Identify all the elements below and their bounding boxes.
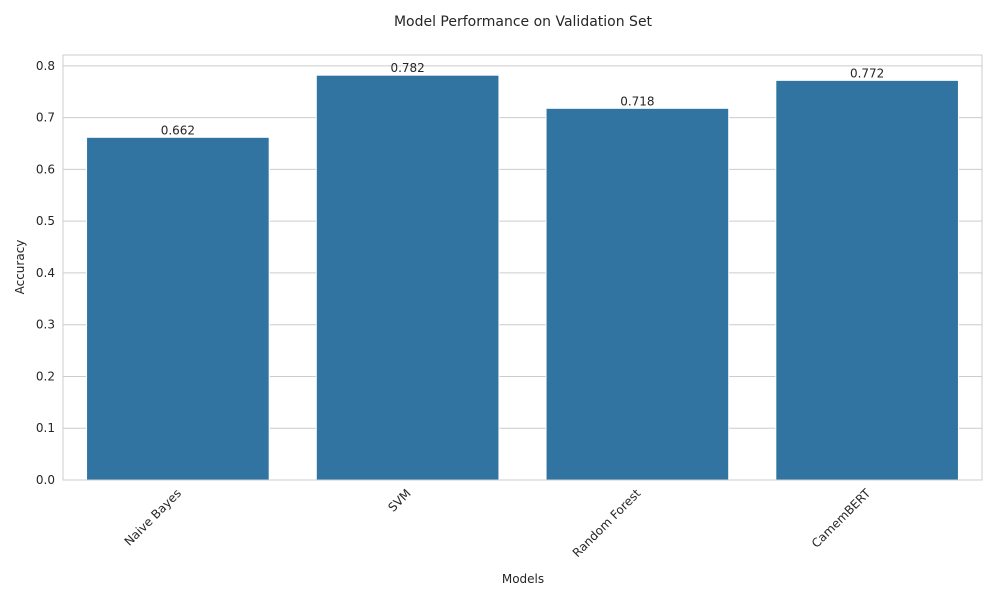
data-labels: 0.662 0.782 0.718 0.772	[161, 61, 885, 137]
bar-value-label: 0.662	[161, 123, 195, 137]
y-tick-label: 0.7	[36, 111, 55, 125]
plot-area-frame	[62, 54, 983, 481]
bar	[545, 107, 730, 481]
x-tick-label: CamemBERT	[809, 486, 874, 551]
bars	[86, 74, 959, 481]
y-tick-label: 0.2	[36, 369, 55, 383]
x-tick-label: Naive Bayes	[122, 486, 184, 548]
bar-value-label: 0.782	[390, 61, 424, 75]
x-axis-label: Models	[502, 572, 544, 586]
chart-title: Model Performance on Validation Set	[394, 14, 653, 30]
bar-value-label: 0.772	[850, 66, 884, 80]
y-tick-label: 0.0	[36, 473, 55, 487]
y-tick-label: 0.5	[36, 214, 55, 228]
bar	[315, 74, 500, 481]
y-tick-label: 0.3	[36, 318, 55, 332]
bar-value-label: 0.718	[620, 94, 654, 108]
bar	[86, 136, 270, 481]
bar	[775, 79, 959, 481]
x-axis-ticks: Naive Bayes SVM Random Forest CamemBERT	[122, 486, 874, 560]
y-tick-label: 0.6	[36, 162, 55, 176]
y-tick-label: 0.1	[36, 421, 55, 435]
y-tick-label: 0.8	[36, 59, 55, 73]
y-axis-ticks: 0.0 0.1 0.2 0.3 0.4 0.5 0.6 0.7 0.8	[36, 59, 55, 487]
x-tick-label: Random Forest	[570, 486, 644, 560]
y-tick-label: 0.4	[36, 266, 55, 280]
y-axis-label: Accuracy	[13, 240, 27, 295]
x-tick-label: SVM	[385, 486, 413, 514]
